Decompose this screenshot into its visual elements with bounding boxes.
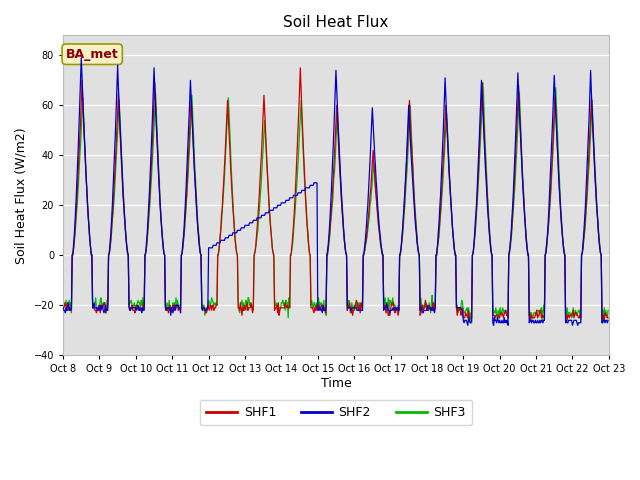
SHF2 xyxy=(403,157,410,163)
SHF1 xyxy=(403,162,410,168)
SHF3 xyxy=(418,302,426,308)
Legend: SHF1, SHF2, SHF3: SHF1, SHF2, SHF3 xyxy=(200,400,472,425)
Title: Soil Heat Flux: Soil Heat Flux xyxy=(284,15,388,30)
SHF3 xyxy=(60,305,67,311)
Line: SHF3: SHF3 xyxy=(63,83,608,323)
SHF2 xyxy=(60,305,67,311)
SHF3 xyxy=(180,230,188,236)
SHF2 xyxy=(69,250,77,256)
SHF2 xyxy=(419,310,426,316)
SHF2 xyxy=(181,205,189,211)
SHF3 xyxy=(125,302,133,308)
SHF3 xyxy=(402,187,410,193)
SHF1 xyxy=(69,252,77,258)
Text: BA_met: BA_met xyxy=(66,48,118,61)
X-axis label: Time: Time xyxy=(321,377,351,390)
SHF2 xyxy=(604,317,612,323)
SHF3 xyxy=(69,250,77,256)
SHF2 xyxy=(77,55,85,60)
Y-axis label: Soil Heat Flux (W/m2): Soil Heat Flux (W/m2) xyxy=(15,127,28,264)
SHF2 xyxy=(210,242,218,248)
SHF3 xyxy=(604,307,612,313)
SHF3 xyxy=(479,80,487,86)
SHF3 xyxy=(209,300,217,306)
SHF2 xyxy=(464,323,472,328)
SHF1 xyxy=(125,305,133,311)
SHF1 xyxy=(296,65,304,71)
SHF1 xyxy=(60,305,67,311)
Line: SHF1: SHF1 xyxy=(63,68,608,320)
SHF1 xyxy=(604,315,612,321)
SHF1 xyxy=(527,317,534,323)
SHF2 xyxy=(126,307,134,313)
Line: SHF2: SHF2 xyxy=(63,58,608,325)
SHF3 xyxy=(468,320,476,326)
SHF1 xyxy=(180,228,188,233)
SHF1 xyxy=(419,302,426,308)
SHF1 xyxy=(209,302,217,308)
